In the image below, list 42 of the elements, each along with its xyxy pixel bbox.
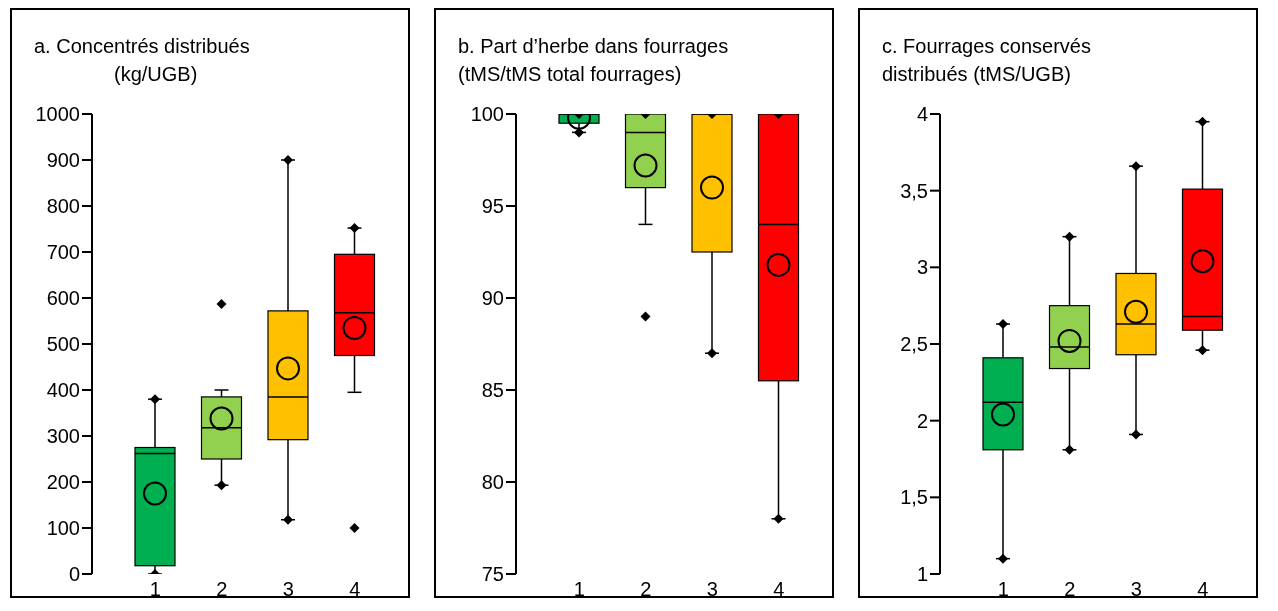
y-tick-label: 200 (46, 471, 80, 494)
y-tick-label: 80 (481, 471, 504, 494)
y-tick-label: 300 (46, 425, 80, 448)
y-tick-label: 600 (46, 287, 80, 310)
chart-title: c. Fourrages conservés (882, 34, 1092, 59)
x-tick-label: 3 (706, 578, 718, 601)
chart-subtitle: distribués (tMS/UGB) (882, 62, 1072, 87)
x-tick-label: 4 (1197, 578, 1209, 601)
y-tick-label: 900 (46, 149, 80, 172)
y-tick-label: 500 (46, 333, 80, 356)
y-tick-label: 2 (916, 409, 928, 432)
y-tick-label: 1000 (35, 103, 80, 126)
chart-title: b. Part d’herbe dans fourrages (458, 34, 730, 59)
x-tick-label: 1 (149, 578, 161, 601)
y-tick-label: 100 (46, 517, 80, 540)
y-tick-label: 400 (46, 379, 80, 402)
y-tick-label: 0 (68, 563, 80, 586)
x-tick-label: 1 (997, 578, 1009, 601)
x-tick-label: 1 (573, 578, 585, 601)
y-tick-label: 95 (481, 195, 504, 218)
y-tick-label: 3 (916, 256, 928, 279)
chart-subtitle: (kg/UGB) (113, 62, 199, 87)
y-tick-label: 2,5 (900, 333, 928, 356)
y-tick-label: 1,5 (900, 486, 928, 509)
chart-title: a. Concentrés distribués (34, 34, 251, 59)
y-tick-label: 85 (481, 379, 504, 402)
x-tick-label: 3 (282, 578, 294, 601)
y-tick-label: 75 (481, 563, 504, 586)
x-tick-label: 2 (216, 578, 228, 601)
y-tick-label: 1 (916, 563, 928, 586)
x-tick-label: 2 (1064, 578, 1076, 601)
x-tick-label: 2 (640, 578, 652, 601)
y-tick-label: 800 (46, 195, 80, 218)
y-tick-label: 3,5 (900, 179, 928, 202)
y-tick-label: 90 (481, 287, 504, 310)
chart-subtitle: (tMS/tMS total fourrages) (458, 62, 683, 87)
y-tick-label: 4 (916, 103, 928, 126)
y-tick-label: 100 (470, 103, 504, 126)
x-tick-label: 4 (773, 578, 785, 601)
x-tick-label: 3 (1130, 578, 1142, 601)
y-tick-label: 700 (46, 241, 80, 264)
x-tick-label: 4 (349, 578, 361, 601)
